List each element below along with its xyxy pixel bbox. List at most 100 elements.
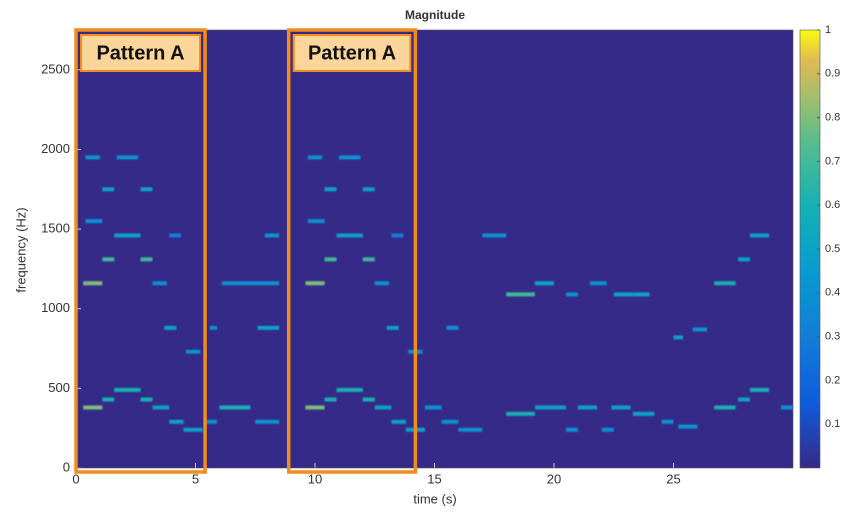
colorbar-tick-label: 0.8	[825, 112, 840, 124]
spectral-line	[116, 155, 139, 160]
y-axis-label: frequency (Hz)	[13, 207, 28, 292]
y-tick-label: 500	[48, 380, 70, 395]
spectral-line	[255, 419, 280, 424]
spectral-line	[324, 397, 337, 402]
spectral-line	[140, 257, 153, 262]
spectral-line	[534, 281, 554, 286]
spectral-line	[102, 257, 115, 262]
spectral-line	[781, 405, 793, 410]
spectral-line	[169, 233, 182, 238]
annotation-label: Pattern A	[308, 42, 396, 64]
colorbar-tick-label: 1	[825, 24, 831, 36]
spectral-line	[738, 397, 750, 402]
spectral-line	[85, 219, 103, 224]
colorbar-tick-label: 0.4	[825, 287, 840, 299]
spectral-line	[219, 405, 251, 410]
spectral-line	[305, 281, 325, 286]
spectral-line	[714, 405, 736, 410]
spectral-line	[114, 233, 141, 238]
spectral-line	[152, 405, 170, 410]
colorbar-tick-label: 0.6	[825, 199, 840, 211]
spectral-line	[324, 187, 337, 192]
x-tick-label: 0	[72, 471, 79, 486]
spectral-line	[362, 257, 375, 262]
colorbar-tick-label: 0.3	[825, 331, 840, 343]
spectral-line	[458, 427, 483, 432]
spectral-line	[362, 187, 375, 192]
spectral-line	[714, 281, 736, 286]
spectral-line	[102, 397, 115, 402]
spectral-line	[482, 233, 507, 238]
chart-title: Magnitude	[405, 8, 465, 22]
x-tick-label: 20	[547, 471, 561, 486]
spectral-line	[140, 397, 153, 402]
spectral-line	[362, 397, 375, 402]
spectral-line	[601, 427, 614, 432]
spectral-line	[205, 419, 218, 424]
x-tick-label: 10	[308, 471, 322, 486]
annotation-box	[74, 28, 207, 474]
spectral-line	[83, 281, 103, 286]
colorbar-tick-label: 0.7	[825, 155, 840, 167]
annotation-label-bg	[80, 34, 202, 72]
y-tick-label: 1500	[41, 221, 70, 236]
spectral-line	[506, 411, 535, 416]
plot-background	[76, 30, 793, 468]
spectral-line	[114, 387, 141, 392]
spectral-line	[264, 233, 280, 238]
y-tick-label: 2500	[41, 61, 70, 76]
colorbar-tick-label: 0.5	[825, 243, 840, 255]
spectral-line	[611, 405, 631, 410]
spectral-line	[506, 292, 535, 297]
spectral-line	[565, 292, 578, 297]
spectral-line	[374, 405, 392, 410]
x-axis-label: time (s)	[413, 491, 456, 506]
spectral-line	[164, 325, 177, 330]
spectral-line	[336, 233, 363, 238]
spectral-line	[305, 405, 325, 410]
spectral-line	[577, 405, 598, 410]
spectral-line	[589, 281, 607, 286]
spectral-line	[140, 187, 153, 192]
colorbar-tick-label: 0.2	[825, 374, 840, 386]
spectral-line	[221, 281, 280, 286]
spectral-line	[307, 219, 325, 224]
spectral-line	[534, 405, 566, 410]
spectral-line	[169, 419, 184, 424]
spectral-line	[386, 325, 399, 330]
x-tick-label: 15	[427, 471, 441, 486]
y-tick-label: 2000	[41, 141, 70, 156]
spectral-line	[424, 405, 442, 410]
spectral-line	[336, 387, 363, 392]
spectral-line	[738, 257, 750, 262]
annotation-label: Pattern A	[96, 42, 184, 64]
x-tick-label: 5	[192, 471, 199, 486]
y-tick-label: 1000	[41, 300, 70, 315]
spectral-line	[673, 335, 684, 340]
spectral-line	[565, 427, 578, 432]
segments	[83, 155, 793, 432]
spectral-line	[209, 325, 218, 330]
spectral-line	[749, 233, 770, 238]
spectral-line	[678, 424, 698, 429]
colorbar-tick-label: 0.1	[825, 418, 840, 430]
spectral-line	[185, 349, 201, 354]
y-tick-label: 0	[63, 459, 70, 474]
spectral-line	[632, 292, 650, 297]
spectral-line	[391, 419, 406, 424]
spectral-line	[391, 233, 404, 238]
x-tick-label: 25	[666, 471, 680, 486]
annotation-label-bg	[292, 34, 412, 72]
annotation-box	[286, 28, 418, 474]
spectral-line	[441, 419, 459, 424]
spectral-line	[749, 387, 770, 392]
spectral-line	[307, 155, 323, 160]
spectral-line	[85, 155, 100, 160]
spectral-line	[692, 327, 707, 332]
spectral-line	[632, 411, 655, 416]
spectral-line	[257, 325, 280, 330]
spectral-line	[374, 281, 390, 286]
colorbar-tick-label: 0.9	[825, 68, 840, 80]
